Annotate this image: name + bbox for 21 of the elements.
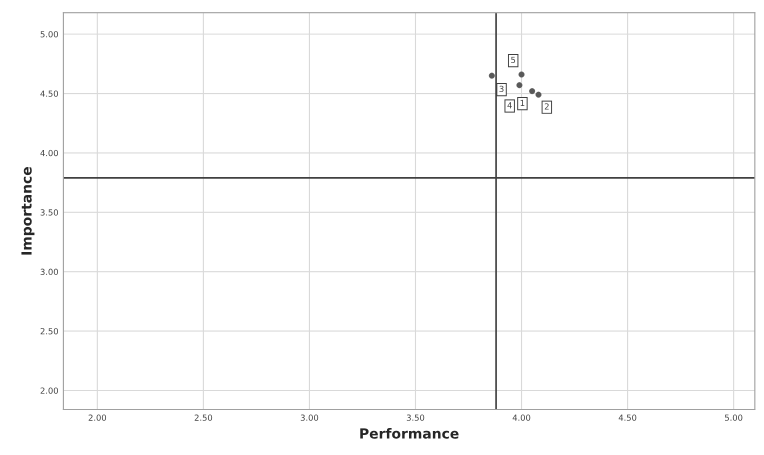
x-tick-label: 2.00 bbox=[88, 414, 106, 421]
annotation: 3 bbox=[500, 86, 504, 92]
x-tick-label: 4.50 bbox=[618, 414, 636, 421]
x-tick-label: 5.00 bbox=[724, 414, 742, 421]
x-tick-label: 3.50 bbox=[406, 414, 424, 421]
y-tick-label: 5.00 bbox=[40, 31, 58, 38]
y-tick-label: 2.00 bbox=[40, 387, 58, 394]
x-tick-label: 2.50 bbox=[194, 414, 212, 421]
annotation: 1 bbox=[520, 100, 524, 106]
y-axis-title: Importance bbox=[21, 167, 34, 255]
x-tick-label: 4.00 bbox=[512, 414, 530, 421]
y-tick-label: 4.50 bbox=[40, 90, 58, 97]
annotation: 2 bbox=[544, 103, 549, 110]
y-tick-label: 3.00 bbox=[40, 268, 58, 275]
y-tick-label: 3.50 bbox=[40, 209, 58, 216]
y-tick-label: 4.00 bbox=[40, 150, 58, 156]
y-tick-label: 2.50 bbox=[40, 328, 58, 334]
x-tick-label: 3.00 bbox=[300, 414, 318, 421]
annotation: 5 bbox=[511, 56, 516, 64]
x-axis-title: Performance bbox=[360, 428, 459, 439]
annotation: 4 bbox=[507, 102, 512, 108]
